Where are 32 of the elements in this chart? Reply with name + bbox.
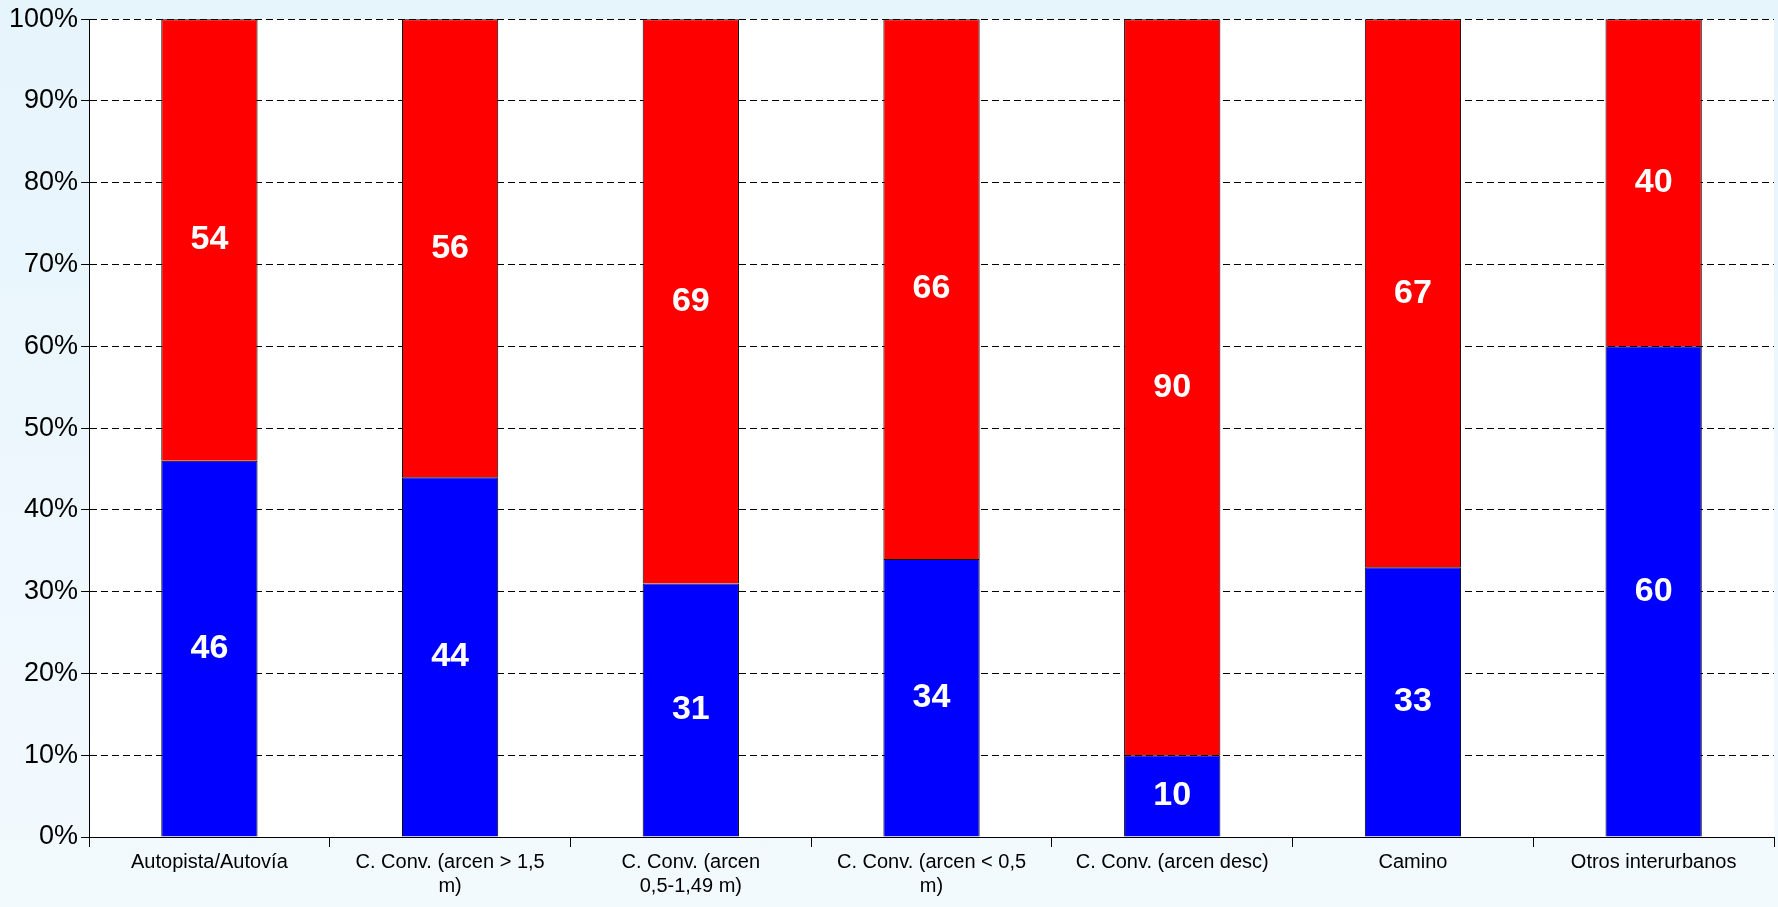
data-label: 54 (190, 218, 229, 257)
data-label: 44 (431, 635, 470, 674)
data-label: 67 (1394, 271, 1432, 310)
y-tick-label: 0% (39, 820, 79, 851)
data-label: 10 (1153, 774, 1192, 813)
y-tick-label: 70% (24, 247, 79, 278)
y-tick-label: 90% (24, 84, 79, 115)
y-tick-label: 30% (24, 575, 79, 606)
y-tick-label: 60% (24, 329, 79, 360)
x-tick-label: C. Conv. (arcen < 0,5 m) (836, 849, 1027, 896)
y-tick-label: 20% (24, 656, 79, 687)
data-label: 33 (1394, 680, 1432, 719)
x-tick-label: Autopista/Autovía (131, 849, 289, 872)
data-label: 46 (190, 627, 229, 666)
data-label: 40 (1634, 161, 1673, 200)
x-tick-label: C. Conv. (arcen desc) (1075, 849, 1269, 872)
y-tick-label: 100% (8, 2, 79, 33)
data-label: 60 (1634, 569, 1673, 608)
data-label: 56 (431, 226, 470, 265)
data-label: 90 (1153, 365, 1192, 404)
x-tick-label: Camino (1378, 849, 1448, 872)
data-label: 69 (671, 279, 710, 318)
y-tick-label: 80% (24, 166, 79, 197)
x-tick-label: Otros interurbanos (1570, 849, 1737, 872)
x-tick-label: C. Conv. (arcen 0,5-1,49 m) (621, 849, 761, 896)
x-tick-label: C. Conv. (arcen > 1,5 m) (355, 849, 545, 896)
y-tick-label: 10% (24, 738, 79, 769)
y-tick-label: 50% (24, 411, 79, 442)
data-label: 66 (912, 267, 951, 306)
data-label: 34 (912, 676, 951, 715)
y-tick-label: 40% (24, 493, 79, 524)
data-label: 31 (671, 688, 710, 727)
